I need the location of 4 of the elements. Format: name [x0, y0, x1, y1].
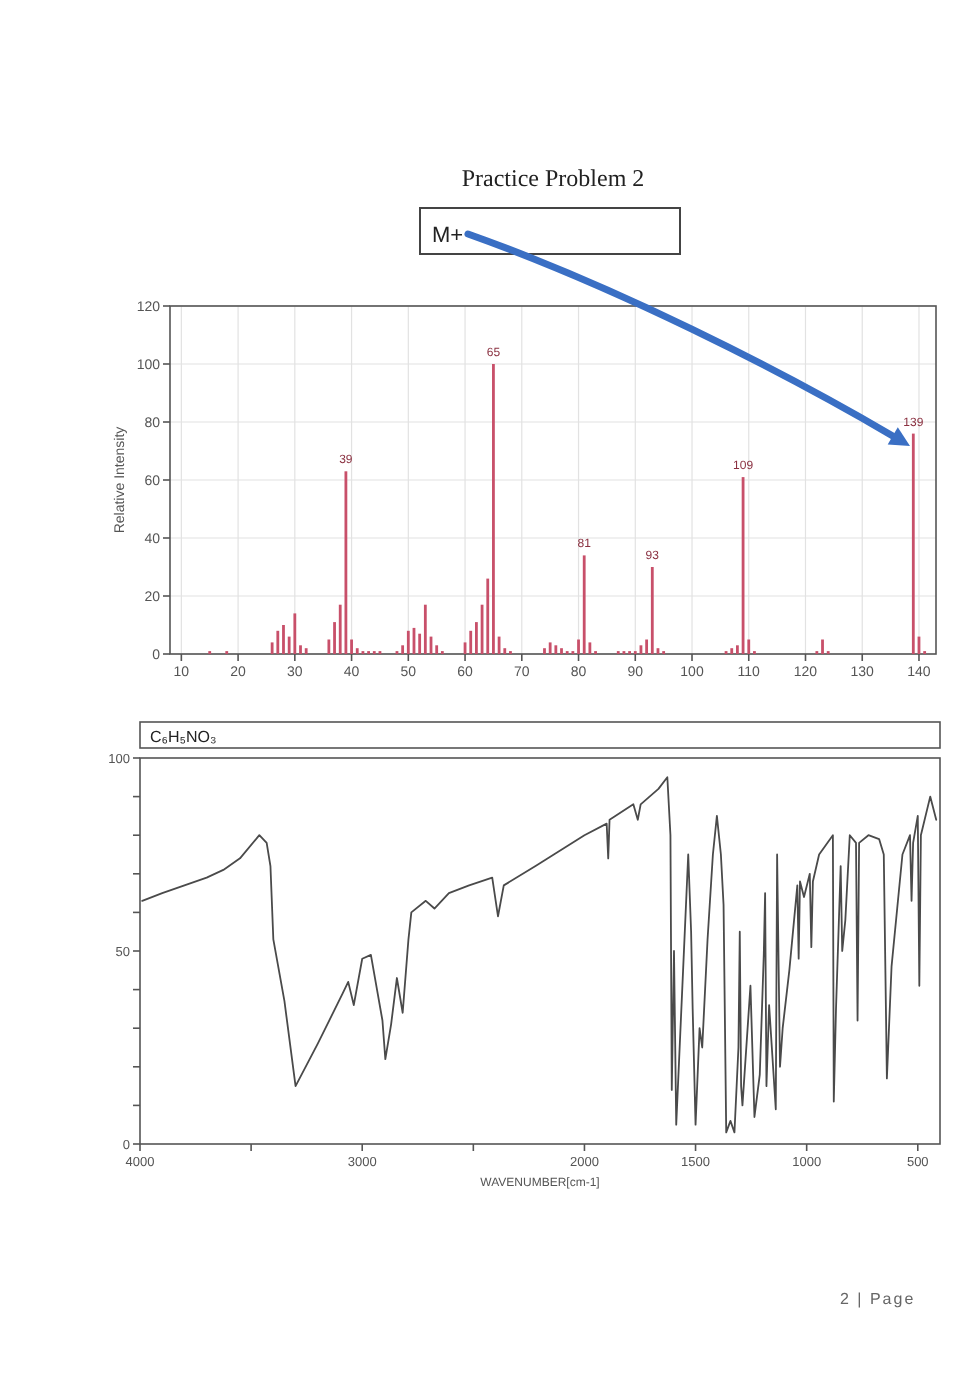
chart-title: C₆H₅NO₃: [150, 728, 217, 746]
text: 2 | Page: [840, 1290, 916, 1308]
text: M+: [432, 224, 464, 248]
chart-title: Practice Problem 2: [461, 164, 645, 192]
